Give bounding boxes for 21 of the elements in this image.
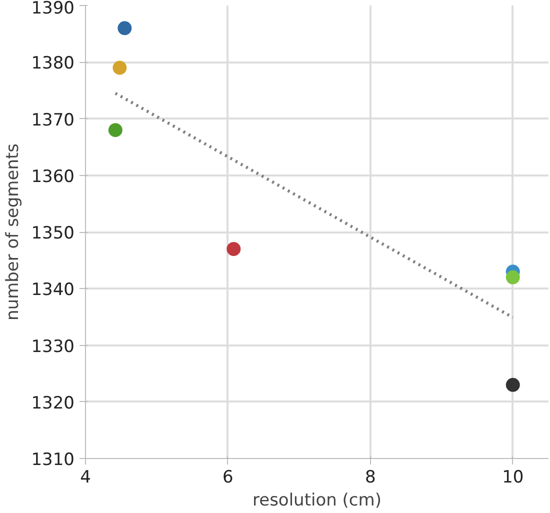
point <box>112 60 127 75</box>
x-tick-label: 8 <box>365 468 376 488</box>
y-axis-title: number of segments <box>3 143 24 320</box>
x-axis-title: resolution (cm) <box>252 490 382 510</box>
x-tick-label: 10 <box>502 468 524 488</box>
point <box>108 123 122 138</box>
x-tick-label: 6 <box>222 468 234 488</box>
y-tick-label: 1320 <box>31 393 74 414</box>
y-tick-label: 1370 <box>31 110 74 130</box>
y-tick-label: 1330 <box>31 336 74 357</box>
y-tick-label: 1390 <box>31 0 74 18</box>
point <box>118 21 132 36</box>
y-tick-label: 1360 <box>31 166 74 187</box>
y-tick-label: 1350 <box>31 224 74 244</box>
point <box>226 242 241 256</box>
x-tick-label: 4 <box>80 468 91 488</box>
point <box>506 378 520 392</box>
point <box>506 270 520 284</box>
y-tick-label: 1340 <box>31 280 74 300</box>
y-tick-label: 1380 <box>31 54 74 74</box>
y-tick-label: 1310 <box>31 450 74 470</box>
